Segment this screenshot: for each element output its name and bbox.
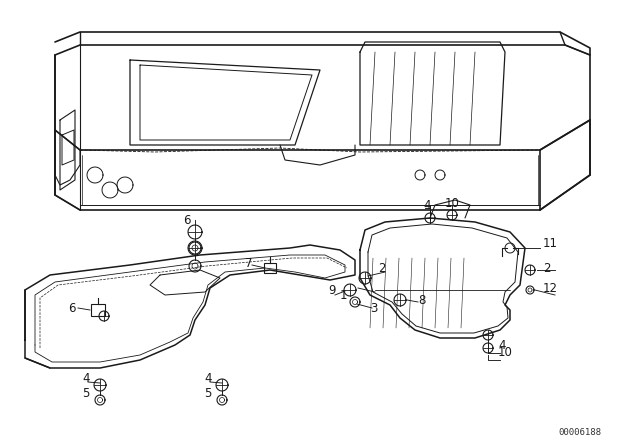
Text: 00006188: 00006188	[559, 427, 602, 436]
Text: 5: 5	[82, 387, 90, 400]
Text: 9: 9	[328, 284, 335, 297]
Text: 3: 3	[370, 302, 378, 314]
Text: 4: 4	[204, 371, 211, 384]
Text: 10: 10	[445, 197, 460, 210]
Bar	[91, 304, 105, 316]
Text: 4: 4	[423, 198, 431, 211]
Text: 2: 2	[378, 262, 385, 275]
Text: 8: 8	[418, 293, 426, 306]
Text: 4: 4	[82, 371, 90, 384]
Text: 1: 1	[340, 289, 348, 302]
Text: 2: 2	[543, 262, 550, 275]
Text: 10: 10	[498, 345, 513, 358]
Bar	[264, 263, 276, 273]
Text: 4: 4	[498, 339, 506, 352]
Text: 5: 5	[204, 387, 211, 400]
Text: 12: 12	[543, 281, 558, 294]
Text: 7: 7	[245, 257, 253, 270]
Text: 6: 6	[68, 302, 76, 314]
Text: 11: 11	[543, 237, 558, 250]
Text: 6: 6	[183, 214, 191, 227]
